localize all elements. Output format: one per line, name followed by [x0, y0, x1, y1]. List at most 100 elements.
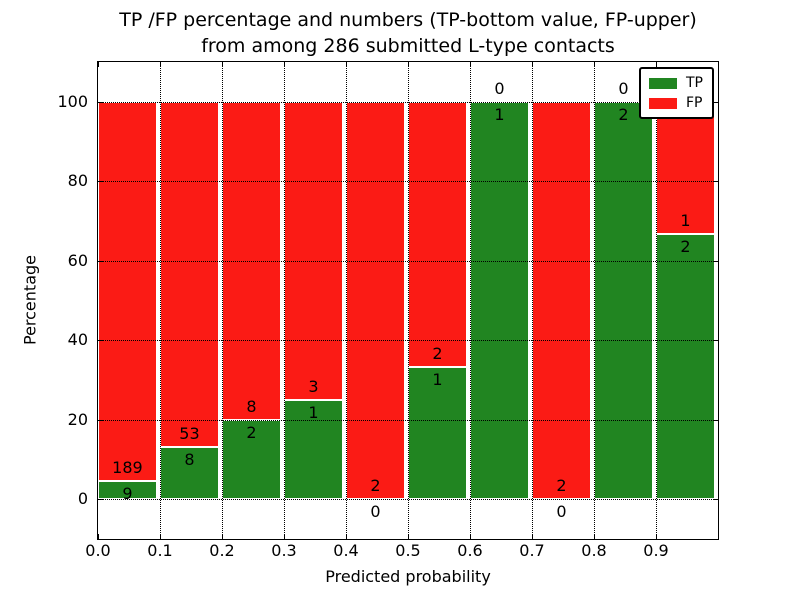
bar-tp-segment: [656, 234, 715, 500]
x-tickmark-top: [222, 62, 223, 67]
y-tickmark-right: [713, 260, 718, 262]
x-tick-label: 0.6: [457, 541, 483, 560]
x-tickmark-bottom: [408, 534, 409, 539]
legend-swatch-fp: [649, 97, 677, 109]
fp-count-label: 8: [246, 396, 257, 416]
bar-fp-segment: [346, 101, 405, 500]
x-tickmark-top: [594, 62, 595, 67]
y-tickmark-left: [98, 101, 103, 103]
legend-label-tp: TP: [686, 75, 703, 91]
tp-count-label: 0: [556, 502, 567, 522]
x-tick-label: 0.8: [581, 541, 607, 560]
fp-count-label: 2: [556, 476, 567, 496]
tp-count-label: 2: [618, 104, 629, 124]
y-tick-label: 0: [77, 489, 88, 509]
y-tickmark-right: [713, 340, 718, 342]
tp-count-label: 8: [184, 450, 195, 470]
v-gridline: [346, 62, 347, 539]
y-tick-label: 100: [57, 91, 88, 111]
legend-item-fp: FP: [649, 96, 703, 110]
bar-tp-segment: [470, 101, 529, 500]
legend: TP FP: [639, 67, 714, 119]
x-tick-label: 0.2: [209, 541, 235, 560]
y-tickmark-left: [98, 181, 103, 183]
x-tick-label: 0.4: [333, 541, 359, 560]
x-tickmark-top: [656, 62, 657, 67]
v-gridline: [222, 62, 223, 539]
x-tick-label: 0.3: [271, 541, 297, 560]
fp-count-label: 189: [112, 458, 143, 478]
x-tickmark-top: [346, 62, 347, 67]
y-tickmark-left: [98, 499, 103, 501]
x-tickmark-bottom: [470, 534, 471, 539]
chart-title: TP /FP percentage and numbers (TP-bottom…: [97, 8, 719, 59]
tp-count-label: 0: [370, 502, 381, 522]
fp-count-label: 2: [432, 343, 443, 363]
x-tick-label: 0.5: [395, 541, 421, 560]
v-gridline: [408, 62, 409, 539]
fp-count-label: 0: [618, 78, 629, 98]
y-tickmark-right: [713, 101, 718, 103]
tp-count-label: 1: [308, 402, 319, 422]
tp-count-label: 9: [122, 484, 133, 504]
x-tickmark-top: [284, 62, 285, 67]
y-tickmark-left: [98, 340, 103, 342]
x-tickmark-bottom: [656, 534, 657, 539]
x-tick-label: 0.0: [85, 541, 111, 560]
x-axis-label: Predicted probability: [325, 567, 491, 586]
legend-swatch-tp: [649, 77, 677, 89]
x-tick-label: 0.9: [643, 541, 669, 560]
bar-fp-segment: [284, 101, 343, 400]
bar-fp-segment: [160, 101, 219, 448]
bar-tp-segment: [594, 101, 653, 500]
y-tickmark-right: [713, 499, 718, 501]
x-tickmark-bottom: [532, 534, 533, 539]
v-gridline: [284, 62, 285, 539]
y-tick-label: 20: [67, 409, 88, 429]
x-tickmark-bottom: [160, 534, 161, 539]
y-tickmark-right: [713, 181, 718, 183]
bar-tp-segment: [222, 419, 281, 500]
bar-fp-segment: [408, 101, 467, 367]
x-tickmark-bottom: [98, 534, 99, 539]
v-gridline: [160, 62, 161, 539]
x-tickmark-top: [408, 62, 409, 67]
v-gridline: [470, 62, 471, 539]
v-gridline: [656, 62, 657, 539]
y-tickmark-left: [98, 419, 103, 421]
x-tickmark-bottom: [284, 534, 285, 539]
x-tick-label: 0.1: [147, 541, 173, 560]
fp-count-label: 0: [494, 78, 505, 98]
y-tick-label: 80: [67, 171, 88, 191]
plot-area: TP FP 189 9 53 8 8 2 3 1 2 0 2 1 0 1 2 0 0 2 1 2: [97, 61, 719, 540]
bar-fp-segment: [98, 101, 157, 482]
tp-count-label: 1: [432, 369, 443, 389]
v-gridline: [532, 62, 533, 539]
bar-tp-segment: [160, 447, 219, 500]
legend-label-fp: FP: [686, 95, 703, 111]
fp-count-label: 3: [308, 376, 319, 396]
y-tickmark-right: [713, 419, 718, 421]
x-tickmark-top: [532, 62, 533, 67]
tp-count-label: 2: [246, 422, 257, 442]
fp-count-label: 2: [370, 476, 381, 496]
bar-tp-segment: [98, 481, 157, 500]
x-tickmark-bottom: [346, 534, 347, 539]
x-tick-label: 0.7: [519, 541, 545, 560]
legend-item-tp: TP: [649, 76, 703, 90]
chart-title-line2: from among 286 submitted L-type contacts: [201, 34, 615, 57]
y-tickmark-left: [98, 260, 103, 262]
tp-count-label: 1: [494, 104, 505, 124]
x-tickmark-top: [160, 62, 161, 67]
x-tickmark-top: [470, 62, 471, 67]
chart-title-line1: TP /FP percentage and numbers (TP-bottom…: [119, 9, 697, 31]
x-tickmark-bottom: [222, 534, 223, 539]
fp-count-label: 53: [179, 424, 200, 444]
v-gridline: [594, 62, 595, 539]
y-tick-label: 60: [67, 250, 88, 270]
y-tick-label: 40: [67, 330, 88, 350]
fp-count-label: 1: [680, 211, 691, 231]
x-tickmark-bottom: [594, 534, 595, 539]
bar-fp-segment: [532, 101, 591, 500]
